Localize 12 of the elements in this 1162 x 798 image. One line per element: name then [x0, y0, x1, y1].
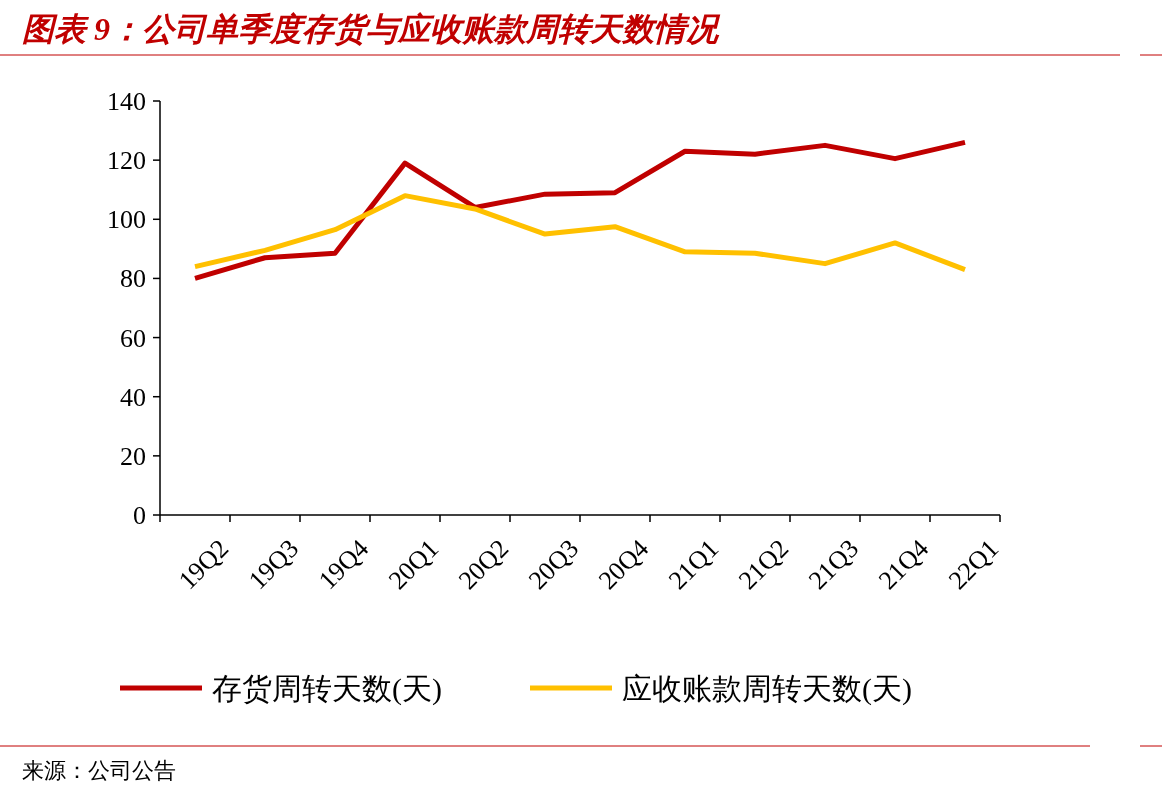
y-tick-label: 120	[107, 146, 146, 176]
y-tick-label: 60	[120, 323, 146, 353]
source-note: 来源：公司公告	[22, 758, 176, 783]
y-tick-label: 140	[107, 87, 146, 116]
legend-label: 存货周转天数(天)	[212, 672, 442, 706]
y-tick-label: 0	[133, 501, 146, 530]
y-tick-label: 20	[120, 441, 146, 471]
y-tick-label: 40	[120, 382, 146, 412]
y-tick-label: 100	[107, 205, 146, 235]
chart-title: 图表 9：公司单季度存货与应收账款周转天数情况	[22, 11, 721, 47]
legend-label: 应收账款周转天数(天)	[622, 672, 912, 706]
y-tick-label: 80	[120, 264, 146, 294]
